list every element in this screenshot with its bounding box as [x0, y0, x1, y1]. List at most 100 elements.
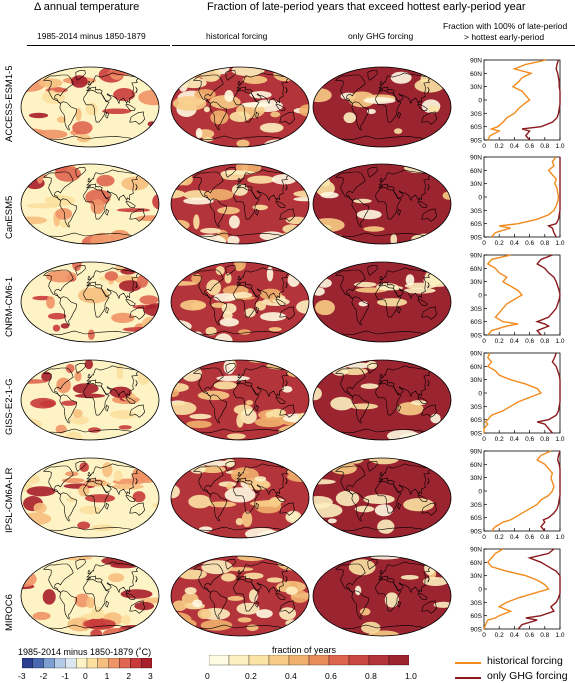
y-tick-label: 0: [478, 195, 482, 202]
x-tick-label: 0.8: [540, 534, 549, 541]
y-tick-label: 90N: [470, 351, 482, 358]
legend-historical-label: historical forcing: [487, 655, 563, 667]
y-tick-label: 30N: [470, 573, 482, 580]
y-tick-label: 30S: [470, 306, 482, 313]
y-tick-label: 60N: [470, 168, 482, 175]
temp-colorbar-tick: -2: [39, 671, 48, 681]
x-tick-label: 1.0: [555, 534, 564, 541]
historical-series-line: [483, 548, 550, 630]
x-tick-label: 0.2: [495, 338, 504, 345]
x-tick-label: 0.2: [495, 632, 504, 639]
y-tick-label: 60N: [470, 462, 482, 469]
frac-colorbar-tick: 0.2: [245, 671, 257, 681]
center-title: Fraction of late-period years that excee…: [207, 1, 526, 13]
hist-map-3: [170, 261, 310, 343]
y-tick-label: 30S: [470, 111, 482, 118]
center-rule: [172, 45, 454, 46]
frac-colorbar-tick: 1.0: [405, 671, 417, 681]
y-tick-label: 30N: [470, 181, 482, 188]
y-tick-label: 90S: [470, 529, 482, 536]
frac-colorbar-tick: 0: [205, 671, 210, 681]
temp-map-2: [20, 163, 160, 245]
x-tick-label: 1.0: [555, 338, 564, 345]
x-tick-label: 0.2: [495, 436, 504, 443]
x-tick-label: 1.0: [555, 436, 564, 443]
historical-series-line: [486, 254, 524, 336]
x-tick-label: 0.8: [540, 240, 549, 247]
x-tick-label: 0.8: [540, 632, 549, 639]
hist-map-5: [170, 457, 310, 539]
frac-colorbar-tick: 0.8: [365, 671, 377, 681]
model-label: GISS-E2-1-G: [4, 378, 15, 436]
y-tick-label: 60S: [470, 515, 482, 522]
left-title: Δ annual temperature: [34, 1, 140, 13]
col4-subtitle-2: > hottest early-period: [464, 32, 545, 42]
hist-map-1: [170, 66, 310, 148]
y-tick-label: 0: [478, 391, 482, 398]
legend-historical-swatch: [455, 662, 481, 664]
frac-colorbar-title: fraction of years: [272, 645, 337, 655]
x-tick-label: 0.6: [525, 534, 534, 541]
x-tick-label: 0.2: [495, 534, 504, 541]
legend-ghg-swatch: [455, 677, 481, 679]
hist-map-2: [170, 163, 310, 245]
temp-colorbar-tick: -3: [18, 671, 26, 681]
ghg-series-line: [537, 352, 561, 434]
historical-series-line: [483, 352, 543, 433]
x-tick-label: 0: [482, 534, 486, 541]
x-tick-label: 0.8: [540, 338, 549, 345]
ghg-map-1: [312, 66, 452, 148]
x-tick-label: 0: [482, 240, 486, 247]
ghg-series-line: [546, 157, 561, 238]
temp-map-4: [20, 359, 160, 441]
ghg-series-line: [535, 254, 561, 336]
y-tick-label: 60N: [470, 71, 482, 78]
ghg-map-4: [312, 359, 452, 441]
y-tick-label: 30N: [470, 279, 482, 286]
col4-rule: [440, 45, 575, 46]
historical-series-line: [491, 450, 555, 532]
model-label: MIROC6: [4, 594, 15, 631]
ghg-series-line: [521, 59, 561, 141]
x-tick-label: 1.0: [555, 143, 564, 150]
col3-subtitle: only GHG forcing: [348, 31, 414, 41]
y-tick-label: 0: [478, 98, 482, 105]
y-tick-label: 90N: [470, 547, 482, 554]
y-tick-label: 30S: [470, 600, 482, 607]
x-tick-label: 0.4: [510, 240, 519, 247]
y-tick-label: 0: [478, 293, 482, 300]
temp-colorbar-tick: 3: [148, 671, 153, 681]
temp-colorbar-tick: 1: [104, 671, 110, 681]
temp-colorbar-title: 1985-2014 minus 1850-1879 (˚C): [18, 647, 152, 657]
y-tick-label: 30S: [470, 404, 482, 411]
x-tick-label: 0.4: [510, 534, 519, 541]
col4-subtitle-1: Fraction with 100% of late-period: [443, 21, 568, 31]
y-tick-label: 90S: [470, 333, 482, 340]
y-tick-label: 30S: [470, 502, 482, 509]
hist-map-6: [170, 555, 310, 637]
x-tick-label: 0.4: [510, 632, 519, 639]
y-tick-label: 60S: [470, 221, 482, 228]
x-tick-label: 0.6: [525, 338, 534, 345]
x-tick-label: 0.8: [540, 143, 549, 150]
y-tick-label: 30N: [470, 377, 482, 384]
temp-map-1: [20, 66, 160, 148]
model-label: CanESM5: [4, 195, 15, 239]
model-label: CNRM-CM6-1: [4, 276, 15, 337]
temp-map-5: [20, 457, 160, 539]
model-label: IPSL-CM6A-LR: [4, 467, 15, 533]
frac-colorbar-tick: 0.4: [285, 671, 297, 681]
x-tick-label: 0.6: [525, 240, 534, 247]
model-label: ACCESS-ESM1-5: [4, 65, 15, 142]
historical-series-line: [487, 59, 547, 141]
temp-colorbar: [22, 658, 152, 669]
y-tick-label: 60S: [470, 417, 482, 424]
x-tick-label: 0.4: [510, 338, 519, 345]
temp-colorbar-tick: 2: [126, 671, 132, 681]
y-tick-label: 60S: [470, 613, 482, 620]
historical-series-line: [491, 156, 560, 238]
col2-subtitle: historical forcing: [206, 31, 268, 41]
